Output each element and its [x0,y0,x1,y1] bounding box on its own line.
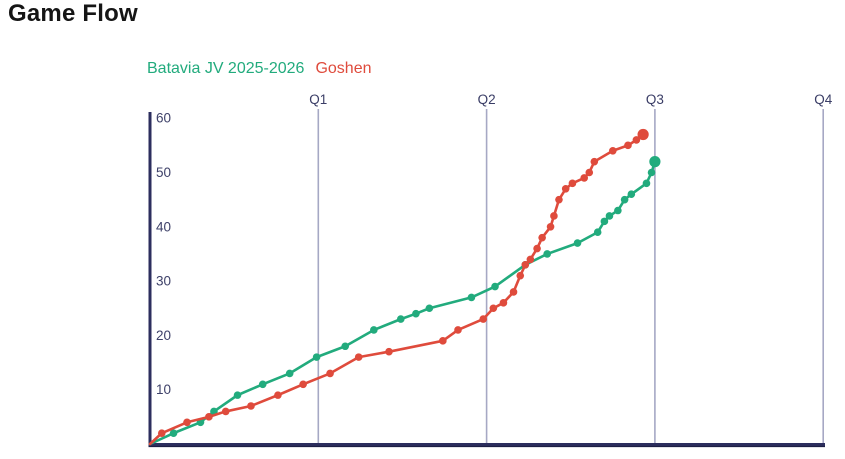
data-point-goshen[interactable] [274,391,282,399]
data-point-batavia[interactable] [647,168,656,177]
data-point-batavia[interactable] [573,239,582,247]
y-tick-label-10: 10 [156,382,171,397]
data-point-batavia[interactable] [370,326,378,334]
data-point-batavia[interactable] [169,429,178,437]
data-point-batavia[interactable] [491,282,499,291]
y-tick-label-30: 30 [156,274,171,289]
data-point-goshen[interactable] [555,195,563,204]
data-point-goshen[interactable] [439,337,447,345]
data-point-goshen[interactable] [538,233,546,242]
data-point-goshen[interactable] [561,184,570,193]
quarter-label-q2: Q2 [478,92,496,107]
final-score-dot-goshen[interactable] [637,128,649,141]
data-point-batavia[interactable] [614,206,622,215]
legend-item-batavia[interactable]: Batavia JV 2025-2026 [147,60,305,77]
data-point-batavia[interactable] [605,212,614,220]
data-point-batavia[interactable] [593,228,602,237]
data-point-goshen[interactable] [568,179,577,188]
data-point-goshen[interactable] [550,212,558,220]
data-point-goshen[interactable] [516,271,525,280]
data-point-batavia[interactable] [285,369,294,378]
data-point-goshen[interactable] [580,174,589,182]
y-tick-label-20: 20 [156,328,171,343]
data-point-goshen[interactable] [499,299,508,307]
data-point-goshen[interactable] [326,369,334,378]
data-point-batavia[interactable] [412,309,420,318]
data-point-batavia[interactable] [396,315,405,323]
data-point-goshen[interactable] [526,255,535,264]
data-point-goshen[interactable] [585,168,594,177]
data-point-batavia[interactable] [627,190,636,199]
data-point-goshen[interactable] [624,141,632,150]
data-point-goshen[interactable] [354,353,363,361]
data-point-batavia[interactable] [620,195,629,204]
data-point-batavia[interactable] [467,293,476,302]
data-point-goshen[interactable] [509,288,518,296]
data-point-goshen[interactable] [454,326,462,334]
data-point-goshen[interactable] [205,413,213,421]
series-line-batavia [148,160,657,446]
data-point-batavia[interactable] [258,380,267,389]
data-point-goshen[interactable] [546,223,555,231]
data-point-goshen[interactable] [385,347,393,356]
data-point-goshen[interactable] [489,304,498,313]
data-point-batavia[interactable] [642,179,651,188]
data-point-batavia[interactable] [312,353,321,361]
quarter-label-q1: Q1 [309,92,327,107]
series-line-goshen [148,133,645,446]
data-point-batavia[interactable] [341,342,350,351]
page-title: Game Flow [8,0,138,27]
data-point-goshen[interactable] [609,146,617,155]
data-point-batavia[interactable] [233,391,242,399]
y-tick-label-50: 50 [156,165,171,180]
data-point-goshen[interactable] [157,429,166,437]
data-point-batavia[interactable] [425,304,434,313]
data-point-goshen[interactable] [533,244,541,253]
data-point-goshen[interactable] [247,402,255,410]
data-point-goshen[interactable] [183,418,191,427]
data-point-goshen[interactable] [221,407,230,416]
y-tick-label-40: 40 [156,219,171,234]
quarter-label-q4: Q4 [814,92,833,107]
quarter-label-q3: Q3 [646,92,664,107]
data-point-batavia[interactable] [600,217,609,226]
chart-legend: Batavia JV 2025-2026 Goshen [147,60,372,78]
y-tick-label-60: 60 [156,111,171,126]
data-point-goshen[interactable] [521,261,530,269]
data-point-goshen[interactable] [479,315,488,323]
data-point-goshen[interactable] [299,380,307,389]
data-point-goshen[interactable] [590,157,599,166]
data-point-goshen[interactable] [632,136,641,144]
final-score-dot-batavia[interactable] [649,156,661,168]
legend-item-goshen[interactable]: Goshen [315,60,372,77]
data-point-batavia[interactable] [543,250,551,258]
